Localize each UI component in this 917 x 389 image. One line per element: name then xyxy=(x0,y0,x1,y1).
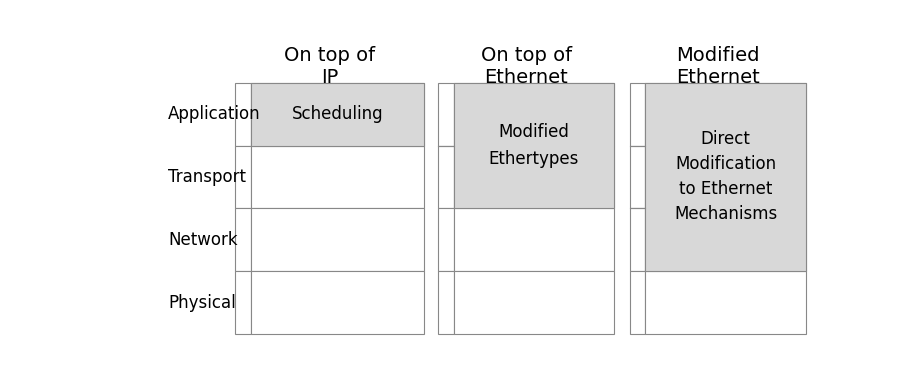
Text: On top of
Ethernet: On top of Ethernet xyxy=(481,46,571,87)
Bar xyxy=(251,82,424,145)
Bar xyxy=(646,209,806,272)
Text: Direct
Modification
to Ethernet
Mechanisms: Direct Modification to Ethernet Mechanis… xyxy=(674,130,778,223)
Bar xyxy=(251,145,424,209)
Bar xyxy=(646,82,806,145)
Bar xyxy=(438,209,454,272)
Text: On top of
IP: On top of IP xyxy=(284,46,375,87)
Text: Scheduling: Scheduling xyxy=(292,105,383,123)
Text: Modified
Ethertypes: Modified Ethertypes xyxy=(489,123,580,168)
Bar xyxy=(630,209,646,272)
Bar xyxy=(454,145,614,209)
Bar xyxy=(236,209,251,272)
Bar xyxy=(646,145,806,209)
Text: Network: Network xyxy=(168,231,238,249)
Bar xyxy=(438,272,454,334)
Bar xyxy=(454,209,614,272)
Text: Application: Application xyxy=(168,105,260,123)
Bar xyxy=(454,272,614,334)
Bar xyxy=(236,145,251,209)
Bar xyxy=(438,145,454,209)
Bar xyxy=(438,82,454,145)
Bar xyxy=(251,82,424,145)
Bar xyxy=(251,209,424,272)
Bar xyxy=(236,82,251,145)
Bar xyxy=(236,272,251,334)
Text: Transport: Transport xyxy=(168,168,246,186)
Bar xyxy=(454,82,614,209)
Bar xyxy=(454,82,614,145)
Text: Physical: Physical xyxy=(168,294,236,312)
Bar xyxy=(630,145,646,209)
Bar xyxy=(251,272,424,334)
Text: Modified
Ethernet: Modified Ethernet xyxy=(676,46,760,87)
Bar xyxy=(630,272,646,334)
Bar xyxy=(646,272,806,334)
Bar xyxy=(646,82,806,272)
Bar xyxy=(630,82,646,145)
